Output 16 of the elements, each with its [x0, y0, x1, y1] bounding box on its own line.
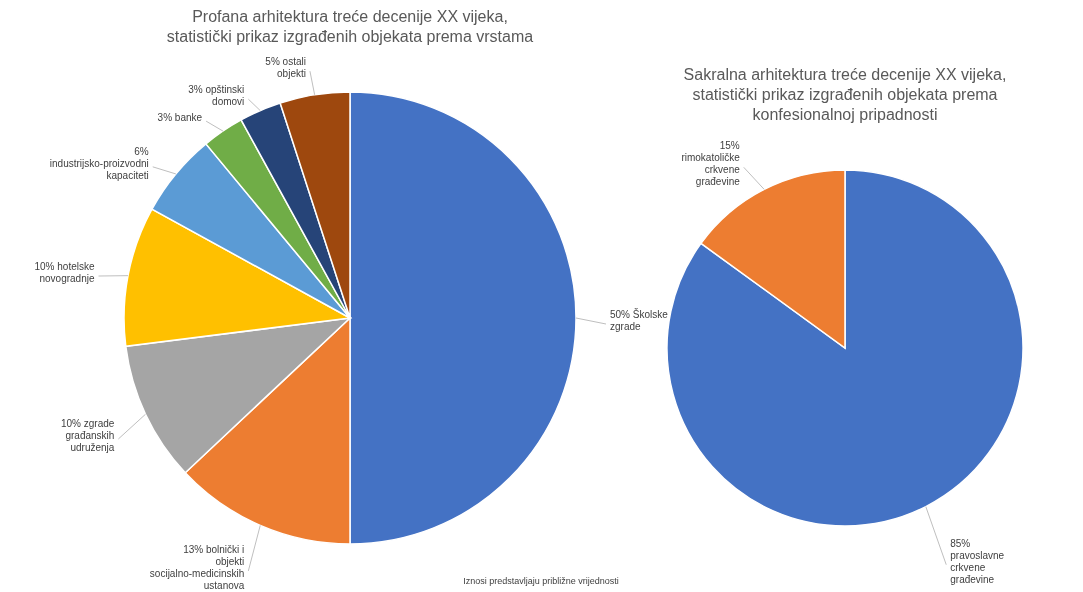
slice-label: 3% banke [157, 112, 203, 124]
data-label: 15% [719, 140, 740, 152]
slice-label: 10% hotelske novogradnje [34, 261, 95, 285]
text: Iznosi predstavljaju približne vrijednosti [463, 576, 619, 586]
slice-label: 50% Školske zgrade [610, 308, 669, 332]
slice-label: pravoslavne crkvene građevine [950, 549, 1005, 585]
chart-title: Sakralna arhitektura treće decenije XX vijeka, statistički prikaz izgrađenih objekata prema konfesionalnoj pripadnosti [683, 66, 1007, 123]
data-label: 6% [134, 145, 149, 157]
chart-title: Profana arhitektura treće decenije XX vijeka, statistički prikaz izgrađenih objekata prema vrstama [166, 8, 534, 45]
slice-label: 5% ostali objekti [265, 56, 306, 80]
slice-label: 13% bolnički i objekti socijalno-medicinskih ustanova [149, 543, 245, 591]
slice-label: industrijsko-proizvodni kapaciteti [49, 157, 149, 181]
slice-label: 10% zgrade građanskih udruženja [60, 418, 115, 453]
slice-label: 3% opštinski domovi [188, 84, 245, 108]
slice-label: rimokatoličke crkvene građevine [681, 152, 741, 188]
data-label: 85% [950, 537, 971, 549]
